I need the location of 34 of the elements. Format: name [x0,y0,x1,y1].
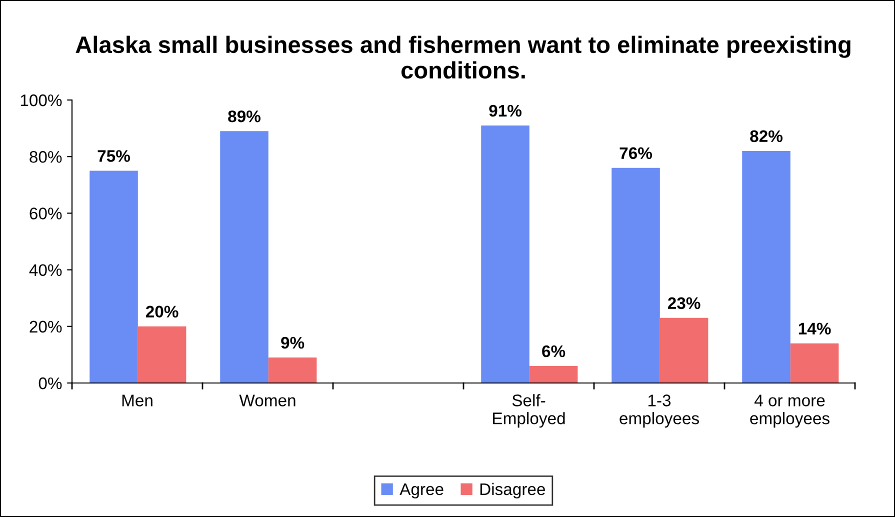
bar [612,168,660,383]
bar [529,366,578,383]
data-label: 9% [281,336,304,349]
x-tick-label: Self- Employed [493,394,565,428]
y-tick-label: 80% [30,151,62,163]
bar [90,170,138,383]
y-tick-label: 0% [38,377,62,390]
x-tick-label: Women [239,394,296,406]
bar [481,125,530,383]
bar [220,131,268,383]
bar [138,326,186,383]
bar [742,150,790,383]
legend-label: Disagree [480,482,546,498]
data-label: 75% [98,150,130,162]
x-tick-label: 4 or more employees [750,394,830,428]
data-label: 6% [542,345,566,358]
data-label: 20% [146,306,178,318]
data-label: 91% [489,104,522,117]
y-tick-label: 100% [20,94,62,106]
legend-label: Agree [400,484,444,498]
y-tick-label: 60% [30,208,62,220]
data-label: 89% [228,110,260,122]
data-label: 82% [750,130,782,142]
bar [660,318,708,383]
chart-title: Alaska small businesses and fishermen want to eliminate preexisting conditions. [76,36,850,79]
x-tick-label: 1-3 employees [620,394,699,428]
bar [268,358,317,383]
data-label: 76% [620,147,652,160]
data-label: 23% [668,297,700,310]
bar [790,343,839,383]
y-tick-label: 40% [29,264,62,276]
data-label: 14% [798,322,831,334]
y-tick-label: 20% [30,320,62,333]
x-tick-label: Men [122,394,152,406]
